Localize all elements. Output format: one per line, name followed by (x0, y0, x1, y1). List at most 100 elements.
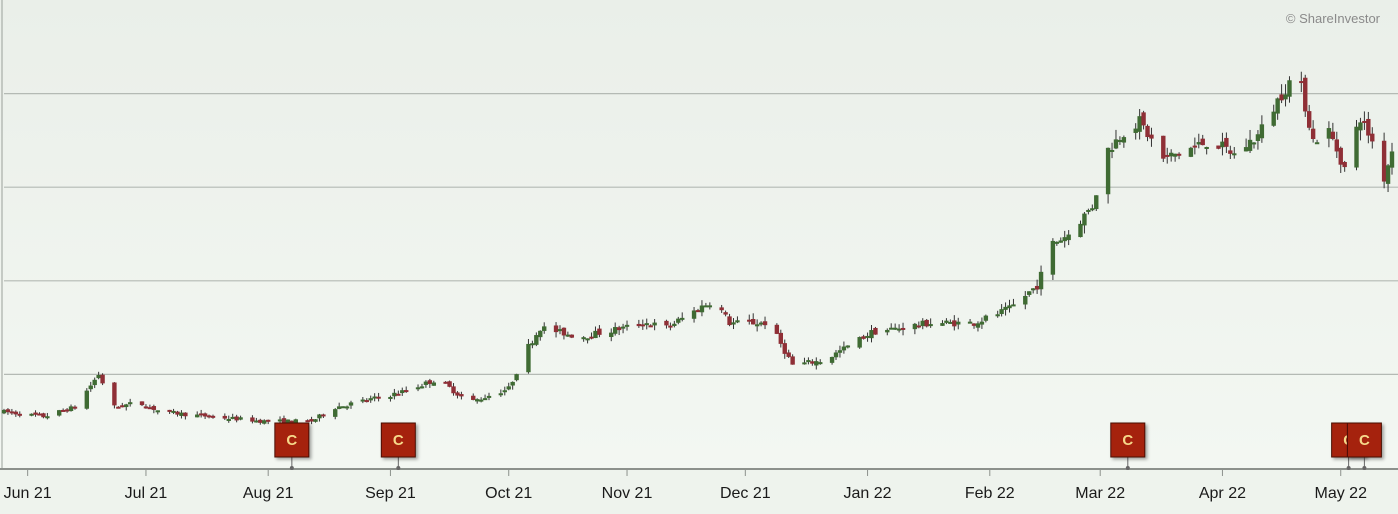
marker-dot (1362, 466, 1367, 470)
candle-206 (1133, 123, 1138, 140)
candle-192 (1054, 241, 1060, 246)
candle-60 (321, 413, 326, 418)
candle-body (1109, 149, 1115, 152)
x-tick-label: Aug 21 (243, 485, 294, 502)
candle-body (459, 394, 464, 397)
candle-body (313, 419, 318, 422)
candles (1, 71, 1395, 426)
candle-34 (179, 410, 184, 419)
x-tick-label: Jul 21 (125, 485, 168, 502)
candle-139 (758, 321, 764, 327)
event-marker-3[interactable]: C (1110, 422, 1146, 470)
candle-33 (175, 410, 180, 417)
candle-8 (37, 412, 42, 416)
candle-185 (1011, 298, 1016, 307)
candle-121 (664, 319, 669, 329)
candle-body (147, 407, 153, 410)
marker-dot (1125, 466, 1130, 470)
marker-label: C (1359, 432, 1370, 449)
candle-24 (124, 403, 129, 411)
candle-89 (482, 394, 488, 401)
event-marker-1[interactable]: C (274, 422, 310, 470)
candle-248 (1362, 111, 1367, 130)
candle-104 (565, 331, 571, 337)
candle-body (305, 420, 310, 423)
candle-83 (451, 383, 456, 396)
candle-body (33, 412, 38, 415)
candle-214 (1172, 153, 1178, 162)
event-marker-2[interactable]: C (380, 422, 416, 470)
candle-body (1216, 145, 1221, 149)
candle-163 (892, 323, 898, 330)
candle-87 (474, 398, 480, 404)
candle-body (41, 413, 46, 418)
candle-107 (585, 338, 590, 344)
candle-96 (526, 338, 531, 374)
candle-body (234, 416, 239, 421)
candle-215 (1176, 152, 1182, 160)
candle-body (1, 409, 7, 414)
candle-157 (861, 334, 866, 340)
marker-dot (396, 466, 401, 470)
candle-198 (1086, 208, 1091, 215)
candle-170 (928, 318, 933, 328)
candle-body (321, 414, 326, 417)
candle-14 (68, 404, 74, 412)
candle-3 (9, 408, 15, 415)
candle-1 (1, 408, 7, 415)
candle-body (486, 395, 492, 398)
event-marker-5[interactable]: C (1346, 422, 1382, 470)
candle-208 (1141, 110, 1146, 130)
candle-203 (1113, 129, 1119, 150)
candle-body (1133, 128, 1138, 133)
candle-120 (652, 319, 657, 331)
candle-body (758, 322, 764, 325)
candle-132 (723, 310, 728, 317)
candle-228 (1251, 142, 1257, 149)
candle-156 (857, 336, 862, 349)
candle-body (995, 314, 1000, 317)
candle-125 (680, 312, 685, 322)
candle-body (250, 417, 255, 422)
candle-body (1303, 77, 1308, 112)
candle-144 (786, 349, 791, 358)
candle-98 (534, 332, 539, 347)
candle-131 (719, 304, 724, 313)
candle-body (167, 409, 172, 412)
candle-54 (289, 420, 295, 423)
candle-162 (889, 323, 894, 330)
candle-body (1370, 133, 1375, 142)
candle-body (920, 320, 925, 327)
candle-body (226, 419, 231, 422)
candle-169 (924, 318, 929, 328)
candle-240 (1314, 139, 1320, 145)
candle-body (999, 309, 1004, 315)
candle-239 (1310, 120, 1316, 143)
candle-body (368, 398, 373, 401)
candle-42 (226, 415, 231, 423)
candle-148 (810, 359, 815, 366)
candle-body (896, 328, 902, 331)
candle-body (1090, 208, 1095, 211)
x-tick-label: Feb 22 (965, 485, 1015, 502)
candle-body (561, 327, 567, 336)
x-tick-label: Mar 22 (1075, 485, 1125, 502)
candle-body (1058, 240, 1063, 243)
candle-body (1192, 145, 1198, 148)
candle-25 (127, 398, 133, 407)
candle-20 (100, 373, 105, 386)
candle-81 (443, 381, 448, 384)
candle-230 (1259, 115, 1265, 143)
candle-body (198, 413, 204, 416)
candle-197 (1082, 212, 1087, 234)
candle-126 (691, 307, 697, 323)
candle-136 (747, 314, 752, 325)
candle-body (372, 396, 377, 399)
candle-body (581, 337, 586, 340)
candle-body (889, 327, 894, 330)
candle-body (1137, 116, 1142, 132)
candle-191 (1050, 238, 1056, 281)
candle-167 (916, 321, 922, 329)
